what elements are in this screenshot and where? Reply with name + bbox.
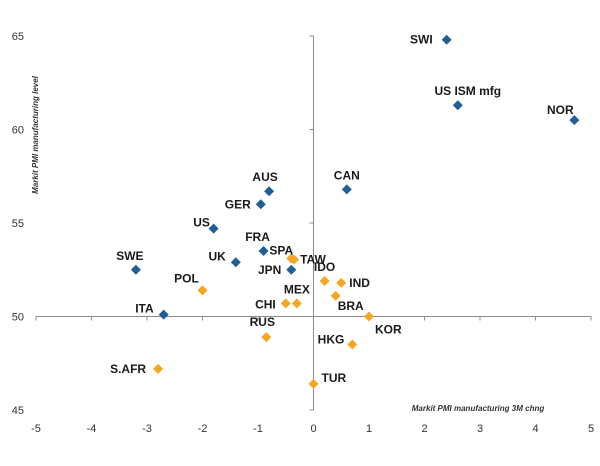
- x-tick-label: 2: [421, 423, 427, 435]
- x-tick-label: -3: [142, 423, 152, 435]
- point-label: CAN: [334, 168, 360, 182]
- y-tick-label: 60: [12, 125, 24, 137]
- point-label: NOR: [547, 103, 574, 117]
- y-tick-label: 65: [12, 31, 24, 43]
- x-tick-label: -2: [198, 423, 208, 435]
- emerging-point: [308, 378, 319, 389]
- x-tick-label: 3: [477, 423, 483, 435]
- developed-point: [441, 34, 452, 45]
- point-label: HKG: [318, 333, 345, 347]
- y-tick-label: 50: [12, 312, 24, 324]
- data-points: [130, 34, 580, 389]
- point-label: GER: [225, 197, 251, 211]
- emerging-point: [153, 363, 164, 374]
- y-tick-label: 55: [12, 218, 24, 230]
- point-label: S.AFR: [110, 362, 146, 376]
- emerging-point: [197, 285, 208, 296]
- axes: [35, 35, 592, 411]
- point-label: JPN: [258, 263, 281, 277]
- point-label: ITA: [135, 302, 154, 316]
- developed-point: [230, 257, 241, 268]
- point-label: SPA: [269, 244, 293, 258]
- point-label: FRA: [245, 230, 270, 244]
- developed-point: [341, 184, 352, 195]
- x-tick-label: -1: [253, 423, 263, 435]
- point-label: UK: [208, 249, 226, 263]
- point-label: MEX: [284, 282, 310, 296]
- developed-point: [158, 309, 169, 320]
- x-tick-label: 4: [532, 423, 538, 435]
- x-tick-label: 1: [366, 423, 372, 435]
- point-label: RUS: [250, 315, 275, 329]
- developed-point: [452, 100, 463, 111]
- point-label: IDO: [314, 260, 335, 274]
- point-label: IND: [349, 276, 370, 290]
- emerging-point: [261, 332, 272, 343]
- developed-point: [286, 264, 297, 275]
- x-tick-label: 5: [588, 423, 594, 435]
- emerging-point: [347, 339, 358, 350]
- emerging-point: [291, 298, 302, 309]
- point-label: POL: [174, 271, 199, 285]
- x-tick-label: 0: [310, 423, 316, 435]
- point-label: SWI: [410, 33, 433, 47]
- emerging-point: [289, 254, 300, 265]
- developed-point: [130, 264, 141, 275]
- developed-point: [258, 246, 269, 257]
- y-tick-label: 45: [12, 405, 24, 417]
- y-axis-title: Markit PMI manufacturing level: [31, 75, 40, 194]
- developed-point: [264, 186, 275, 197]
- point-label: TAW: [300, 252, 326, 266]
- developed-point: [255, 199, 266, 210]
- point-label: AUS: [252, 170, 277, 184]
- point-label: US: [193, 216, 210, 230]
- x-tick-label: -4: [87, 423, 97, 435]
- developed-point: [569, 115, 580, 126]
- emerging-point: [364, 311, 374, 322]
- emerging-point: [336, 277, 347, 288]
- emerging-point: [330, 290, 341, 301]
- emerging-point: [280, 298, 291, 309]
- developed-point: [208, 223, 219, 234]
- x-tick-label: -5: [31, 423, 41, 435]
- point-label: BRA: [338, 299, 364, 313]
- emerging-point: [319, 275, 330, 286]
- x-axis-title: Markit PMI manufacturing 3M chng: [412, 404, 545, 413]
- point-label: CHI: [255, 297, 276, 311]
- point-label: US ISM mfg: [434, 84, 501, 98]
- point-label: KOR: [375, 323, 402, 337]
- point-label: SWE: [116, 249, 143, 263]
- point-label: TUR: [322, 371, 347, 385]
